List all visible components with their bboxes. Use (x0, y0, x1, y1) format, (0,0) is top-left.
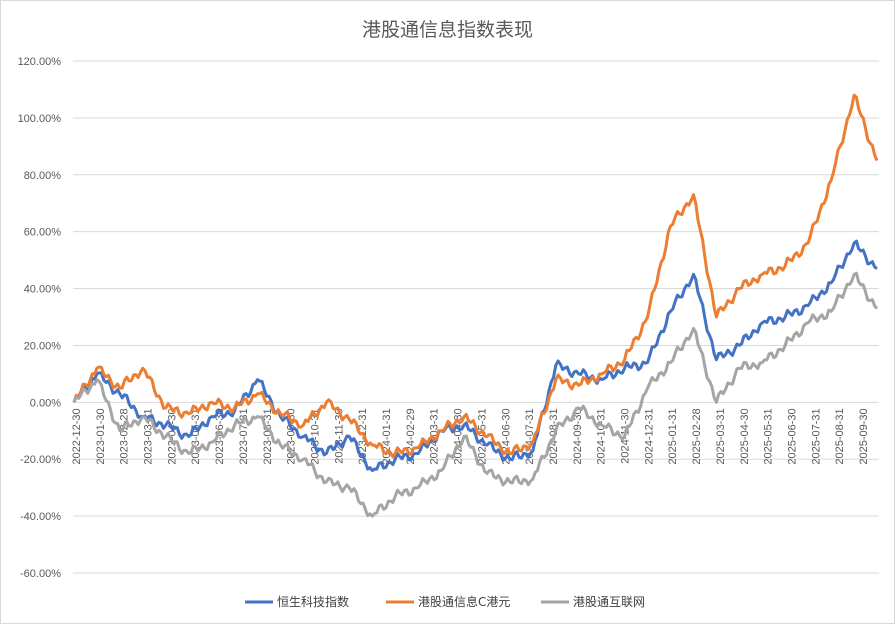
x-tick-label: 2024-10-31 (596, 408, 608, 464)
series-line (72, 271, 879, 518)
x-tick-label: 2023-11-30 (333, 408, 345, 463)
y-tick-label: 60.00% (24, 227, 62, 239)
legend-label: 恒生科技指数 (277, 594, 349, 609)
x-tick-label: 2025-04-30 (739, 408, 751, 464)
y-tick-label: 80.00% (24, 170, 62, 182)
y-tick-label: 40.00% (24, 284, 62, 296)
gridlines (73, 60, 879, 574)
x-tick-label: 2025-03-31 (715, 408, 727, 464)
x-tick-label: 2024-09-30 (572, 408, 584, 464)
x-tick-label: 2024-05-31 (476, 408, 488, 464)
y-tick-label: -20.00% (20, 454, 61, 466)
series-line (72, 93, 879, 459)
x-tick-label: 2023-06-30 (214, 408, 226, 464)
y-tick-label: 100.00% (18, 113, 62, 125)
x-tick-label: 2025-07-31 (810, 408, 822, 464)
y-tick-label: -60.00% (20, 568, 61, 580)
series-lines (72, 93, 879, 518)
y-axis-ticks: 120.00% 100.00% 80.00% 60.00% 40.00% 20.00% 0.… (18, 56, 62, 580)
x-tick-label: 2025-08-31 (834, 408, 846, 464)
x-tick-label: 2024-12-31 (643, 408, 655, 464)
legend: 恒生科技指数 港股通信息C港元 港股通互联网 (245, 594, 645, 609)
x-tick-label: 2025-06-30 (786, 408, 798, 464)
x-tick-label: 2024-06-30 (500, 408, 512, 464)
x-tick-label: 2025-01-31 (667, 408, 679, 464)
x-tick-label: 2025-05-31 (763, 408, 775, 464)
y-tick-label: 120.00% (18, 56, 62, 68)
y-tick-label: 0.00% (30, 397, 61, 409)
series-line (72, 239, 878, 473)
x-tick-label: 2025-09-30 (858, 408, 870, 464)
x-tick-label: 2023-01-30 (95, 408, 107, 464)
legend-label: 港股通信息C港元 (418, 594, 510, 609)
x-tick-label: 2023-04-30 (166, 408, 178, 464)
chart-title: 港股通信息指数表现 (361, 19, 533, 41)
x-tick-label: 2025-02-28 (691, 408, 703, 464)
y-tick-label: -40.00% (20, 511, 61, 523)
x-tick-label: 2023-02-28 (119, 408, 131, 464)
y-tick-label: 20.00% (24, 340, 62, 352)
x-tick-label: 2022-12-30 (71, 408, 83, 464)
x-tick-label: 2023-05-31 (190, 408, 202, 464)
x-tick-label: 2024-03-31 (429, 408, 441, 464)
legend-label: 港股通互联网 (573, 595, 645, 609)
